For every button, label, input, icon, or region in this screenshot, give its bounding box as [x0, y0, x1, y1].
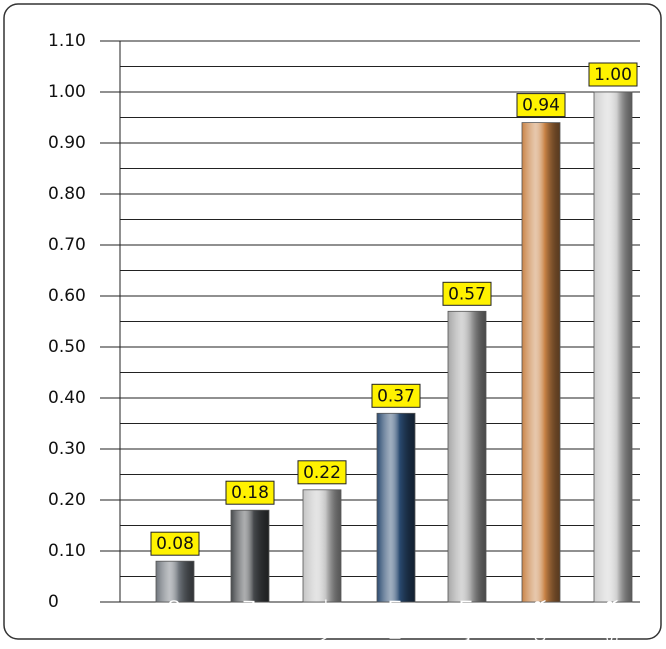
value-label-box: [371, 383, 421, 408]
value-label-box: [588, 62, 638, 87]
category-label: IRON: [241, 600, 259, 632]
y-tick-label: 0.40: [48, 388, 86, 408]
bar: [302, 489, 342, 603]
category-label: COPPER: [532, 600, 550, 645]
bar: [593, 91, 633, 603]
value-label-box: [297, 460, 347, 485]
y-tick-label: 0.70: [48, 235, 86, 255]
category-label: SILVER: [604, 600, 622, 643]
value-label: 0.37: [377, 386, 415, 406]
value-label: 0.94: [522, 96, 560, 116]
y-tick-label: 0.20: [48, 490, 86, 510]
value-label: 0.18: [231, 483, 269, 503]
y-tick-label: 0: [48, 592, 59, 612]
y-tick-label: 0.50: [48, 337, 86, 357]
value-label-box: [150, 531, 200, 556]
value-label: 0.22: [303, 463, 341, 483]
value-label-box: [442, 281, 492, 306]
y-tick-label: 1.00: [48, 82, 86, 102]
value-label-box: [516, 93, 566, 118]
category-label: MAGNESIUM: [387, 600, 405, 645]
y-tick-label: 0.90: [48, 133, 86, 153]
bar: [447, 310, 487, 603]
bar: [376, 412, 416, 603]
value-label: 1.00: [594, 65, 632, 85]
value-label: 0.57: [448, 284, 486, 304]
y-tick-label: 0.10: [48, 541, 86, 561]
value-label: 0.08: [156, 534, 194, 554]
category-label: LEAD: [166, 600, 184, 634]
bar: [521, 122, 561, 603]
value-label-box: [225, 480, 275, 505]
bar: [230, 509, 270, 603]
bar: [155, 560, 195, 603]
y-tick-label: 0.60: [48, 286, 86, 306]
y-tick-label: 1.10: [48, 31, 86, 51]
category-label: ALUMINUM: [458, 600, 476, 645]
category-label: NICKEL: [313, 599, 331, 645]
y-tick-label: 0.80: [48, 184, 86, 204]
y-tick-label: 0.30: [48, 439, 86, 459]
